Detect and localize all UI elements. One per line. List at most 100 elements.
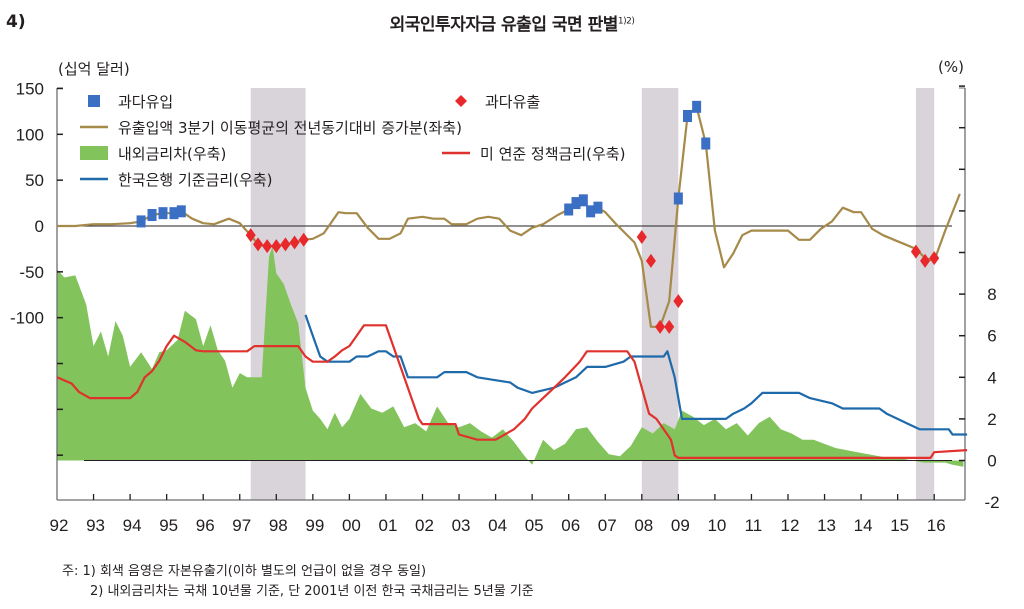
inflow-marker [571,197,581,210]
right-tick-label: 0 [987,452,996,471]
flow-line-path [57,105,961,328]
x-tick-label: 98 [269,516,288,535]
left-axis-unit: (십억 달러) [58,60,130,78]
right-tick-label: 4 [987,368,996,387]
x-tick-label: 06 [561,516,580,535]
chart-title: 외국인투자자금 유출입 국면 판별1)2) [0,10,1024,35]
inflow-marker [682,109,692,122]
inflow-marker [158,207,168,220]
x-tick-label: 03 [452,516,471,535]
outflow-marker [910,244,921,259]
left-tick-label: 100 [16,125,44,144]
x-tick-label: 10 [707,516,726,535]
right-tick-label: 6 [987,327,996,346]
inflow-marker [586,205,596,218]
inflow-marker [578,194,588,207]
chart-title-text: 외국인투자자금 유출입 국면 판별 [389,15,619,35]
outflow-marker [245,228,256,243]
outflow-marker [636,230,647,245]
outflow-marker [262,239,273,254]
outflow-marker [253,237,264,252]
x-tick-label: 15 [890,516,909,535]
x-tick-label: 00 [342,516,361,535]
x-tick-label: 96 [196,516,215,535]
outflow-marker [920,253,931,268]
left-tick-label: 0 [35,217,44,236]
outflow-marker [280,237,291,252]
legend-fed-rate: 미 연준 정책금리(우축) [442,145,625,163]
x-tick-label: 13 [817,516,836,535]
legend-label: 과다유출 [485,93,540,111]
outflow-marker [664,319,675,334]
right-axis-unit: (%) [938,58,964,76]
area-swatch-icon [80,146,108,160]
outflow-marker [673,294,684,309]
inflow-marker [701,137,711,150]
legend-label: 유출입액 3분기 이동평균의 전년동기대비 증가분(좌축) [118,119,462,137]
right-tick-label: 8 [987,285,996,304]
markers [136,100,940,334]
x-tick-label: 08 [634,516,653,535]
legend-label: 과다유입 [118,93,173,111]
figure-number: 4) [6,12,26,32]
right-tick-label: 2 [987,410,996,429]
left-tick-label: 150 [16,79,44,98]
legend-inflow: 과다유입 [88,93,173,111]
x-tick-label: 09 [671,516,690,535]
flow-line [57,105,961,328]
outflow-marker [289,235,300,250]
x-tick-label: 11 [745,516,763,535]
legend-flow-line: 유출입액 3분기 이동평균의 전년동기대비 증가분(좌축) [80,119,462,137]
outflow-marker [929,251,940,266]
outflow-marker [645,253,656,268]
x-tick-label: 12 [781,516,800,535]
x-tick-label: 02 [415,516,434,535]
inflow-marker [136,215,146,228]
inflow-marker [147,208,157,221]
spread-area-shape [57,246,964,467]
x-tick-label: 05 [525,516,544,535]
x-tick-label: 93 [86,516,105,535]
x-tick-label: 04 [488,516,507,535]
x-tick-label: 92 [50,516,69,535]
x-tick-label: 14 [854,516,873,535]
spread-area [57,246,964,467]
legend-bok-rate: 한국은행 기준금리(우축) [80,171,272,189]
shaded-period [915,88,935,500]
x-tick-label: 16 [927,516,946,535]
x-tick-label: 94 [123,516,142,535]
footnote-2: 2) 내외금리차는 국채 10년물 기준, 단 2001년 이전 한국 국채금리… [90,584,534,599]
outflow-marker [298,232,309,247]
inflow-marker [692,100,702,113]
legend-label: 한국은행 기준금리(우축) [118,171,272,189]
x-tick-label: 07 [598,516,617,535]
fed-rate-line [56,324,968,459]
square-marker-icon [88,95,100,107]
inflow-marker [176,205,186,218]
right-tick-label: -2 [984,493,999,512]
chart-title-footnote: 1)2) [617,16,635,27]
inflow-marker [593,201,603,214]
legend-label: 미 연준 정책금리(우축) [480,145,625,163]
x-tick-label: 97 [232,516,251,535]
x-tick-label: 99 [305,516,324,535]
bok-rate-line [304,314,968,436]
outflow-marker [271,239,282,254]
diamond-marker-icon [455,95,467,107]
left-tick-label: -50 [19,263,44,282]
inflow-marker [673,192,683,205]
legend-label: 내외금리차(우축) [118,145,226,163]
footnote-1: 주: 1) 회색 음영은 자본유출기(이하 별도의 언급이 없을 경우 동일) [62,564,427,579]
legend-outflow: 과다유출 [455,93,540,111]
inflow-marker [169,207,179,220]
outflow-marker [655,319,666,334]
left-tick-label: -100 [10,309,44,328]
x-tick-label: 95 [159,516,178,535]
inflow-marker [564,203,574,216]
footnotes: 주: 1) 회색 음영은 자본유출기(이하 별도의 언급이 없을 경우 동일) … [62,562,534,602]
rate-lines [56,314,968,459]
left-tick-label: 50 [25,171,44,190]
legend-spread: 내외금리차(우축) [80,145,226,163]
